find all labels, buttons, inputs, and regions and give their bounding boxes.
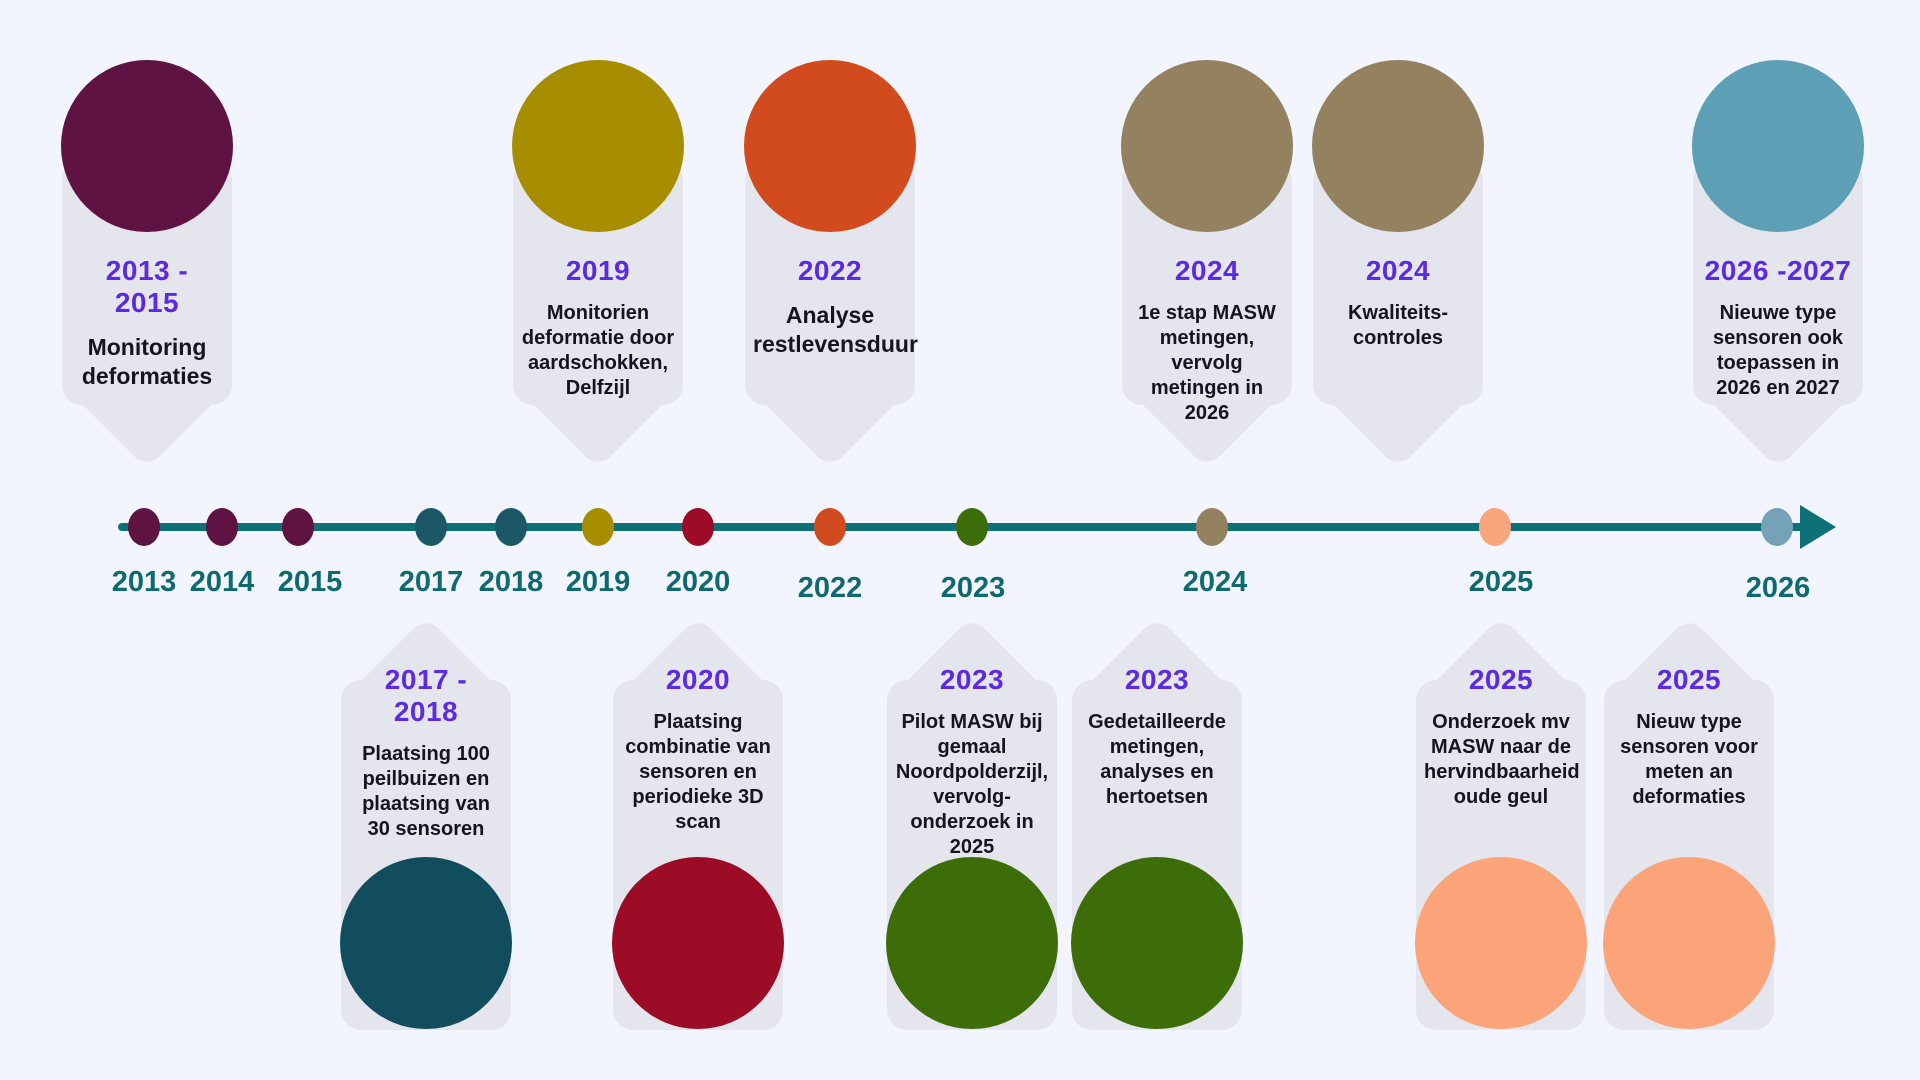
axis-year-2015: 2015 (277, 566, 343, 598)
event-circle (1692, 60, 1864, 232)
axis-year-2018: 2018 (478, 566, 544, 598)
axis-year-2014: 2014 (189, 566, 255, 598)
event-card-2024-kwaliteit: 2024 Kwaliteits-controles (1312, 60, 1484, 470)
axis-year-2020: 2020 (665, 566, 731, 598)
card-description: Plaatsing combinatie van sensoren en per… (625, 711, 771, 833)
axis-year-2019: 2019 (565, 566, 631, 598)
card-year-label: 2026 -2027 (1704, 255, 1852, 286)
axis-dot-2015 (282, 508, 314, 546)
card-year-label: 2013 - 2015 (105, 255, 189, 318)
card-year-label: 2023 (939, 664, 1005, 695)
card-year-label: 2024 (1174, 255, 1240, 286)
event-circle (61, 60, 233, 232)
card-year-label: 2024 (1365, 255, 1431, 286)
axis-year-2022: 2022 (797, 572, 863, 604)
card-year-label: 2022 (797, 255, 863, 286)
card-description: Gedetailleerde metingen, analyses en her… (1088, 711, 1226, 808)
axis-year-2023: 2023 (940, 572, 1006, 604)
card-year-label: 2025 (1656, 664, 1722, 695)
axis-dot-2017 (415, 508, 447, 546)
event-card-2026-2027: 2026 -2027 Nieuwe type sensoren ook toep… (1692, 60, 1864, 470)
axis-year-2025: 2025 (1468, 566, 1534, 598)
card-description: Monitoring deformaties (81, 334, 213, 389)
axis-dot-2013 (128, 508, 160, 546)
event-card-2017-2018: 2017 - 2018 Plaatsing 100 peilbuizen en … (340, 615, 512, 1030)
axis-year-2026: 2026 (1745, 572, 1811, 604)
event-card-2023-metingen: 2023 Gedetailleerde metingen, analyses e… (1071, 615, 1243, 1030)
card-year-label: 2020 (665, 664, 731, 695)
card-description: Monitorien deformatie door aardschokken,… (521, 302, 675, 399)
axis-dot-2025 (1479, 508, 1511, 546)
event-circle (340, 857, 512, 1029)
axis-year-2013: 2013 (111, 566, 177, 598)
event-circle (512, 60, 684, 232)
card-year-label: 2017 - 2018 (384, 664, 468, 727)
event-circle (1071, 857, 1243, 1029)
event-card-2020: 2020 Plaatsing combinatie van sensoren e… (612, 615, 784, 1030)
card-year-label: 2025 (1468, 664, 1534, 695)
axis-dot-2026 (1761, 508, 1793, 546)
card-description: Pilot MASW bij gemaal Noordpolderzijl, v… (895, 711, 1049, 858)
card-description: Analyse restlevensduur (753, 302, 918, 357)
event-circle (612, 857, 784, 1029)
event-card-2022: 2022 Analyse restlevensduur (744, 60, 918, 470)
axis-dot-2024 (1196, 508, 1228, 546)
axis-dot-2023 (956, 508, 988, 546)
event-card-2024-masw: 2024 1e stap MASW metingen, vervolg meti… (1121, 60, 1293, 470)
event-circle (1415, 857, 1587, 1029)
axis-dot-2020 (682, 508, 714, 546)
event-card-2025-sensoren: 2025 Nieuw type sensoren voor meten an d… (1603, 615, 1775, 1030)
card-description: Plaatsing 100 peilbuizen en plaatsing va… (362, 743, 490, 840)
event-circle (1603, 857, 1775, 1029)
event-card-2019: 2019 Monitorien deformatie door aardscho… (512, 60, 684, 470)
card-description: Nieuw type sensoren voor meten an deform… (1620, 711, 1758, 808)
axis-dot-2014 (206, 508, 238, 546)
timeline-arrow-icon (1800, 505, 1836, 549)
axis-dot-2019 (582, 508, 614, 546)
axis-dot-2022 (814, 508, 846, 546)
axis-year-2024: 2024 (1182, 566, 1248, 598)
event-card-2023-pilot: 2023 Pilot MASW bij gemaal Noordpolderzi… (886, 615, 1058, 1030)
event-circle (1312, 60, 1484, 232)
card-description: Kwaliteits-controles (1347, 302, 1449, 349)
card-year-label: 2023 (1124, 664, 1190, 695)
event-circle (1121, 60, 1293, 232)
axis-year-2017: 2017 (398, 566, 464, 598)
card-year-label: 2019 (565, 255, 631, 286)
axis-dot-2018 (495, 508, 527, 546)
event-card-2025-onderzoek: 2025 Onderzoek mv MASW naar de hervindba… (1415, 615, 1587, 1030)
card-description: 1e stap MASW metingen, vervolg metingen … (1138, 302, 1276, 424)
event-card-2013-2015: 2013 - 2015 Monitoring deformaties (61, 60, 233, 470)
card-description: Onderzoek mv MASW naar de hervindbaarhei… (1424, 711, 1580, 808)
event-circle (886, 857, 1058, 1029)
card-description: Nieuwe type sensoren ook toepassen in 20… (1712, 302, 1844, 399)
event-circle (744, 60, 916, 232)
